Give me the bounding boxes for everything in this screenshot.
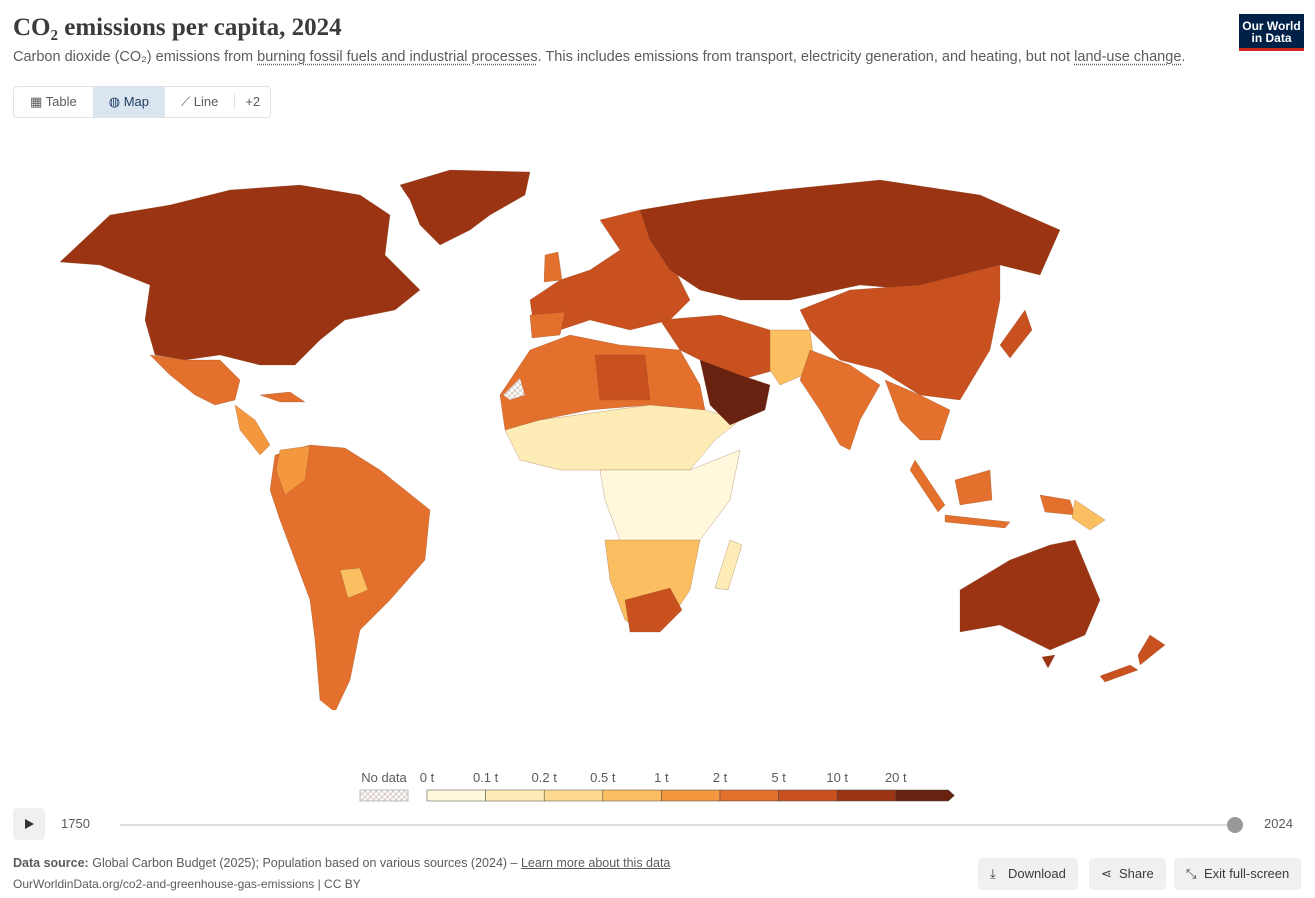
play-icon <box>25 819 34 829</box>
legend-swatch <box>895 789 955 802</box>
legend-tick-label: 0.5 t <box>590 770 616 785</box>
country[interactable] <box>339 567 369 599</box>
subtitle: Carbon dioxide (CO₂) emissions from burn… <box>13 49 1185 65</box>
country[interactable] <box>799 349 881 451</box>
title: CO₂ emissions per capita, 2024 <box>13 14 342 41</box>
country[interactable] <box>1071 499 1106 531</box>
legend-swatch <box>543 789 604 802</box>
subtitle-text: . <box>1181 49 1186 65</box>
data-source: Data source: Global Carbon Budget (2025)… <box>13 856 670 870</box>
world-map <box>59 169 1166 710</box>
share-button[interactable]: ⋖ Share <box>1089 858 1166 890</box>
tab-label: Line <box>193 94 219 109</box>
no-data-country[interactable] <box>502 377 526 401</box>
country[interactable] <box>624 587 683 633</box>
legend-swatch <box>836 789 897 802</box>
legend-tick-label: 0.1 t <box>473 770 499 785</box>
legend-no-data-label: No data <box>361 770 407 785</box>
play-button[interactable] <box>13 808 45 840</box>
download-button[interactable]: ⤓ Download <box>978 858 1078 890</box>
country[interactable] <box>504 404 741 471</box>
tab-more[interactable]: +2 <box>234 94 270 110</box>
subtitle-link[interactable]: land-use change <box>1074 49 1182 65</box>
country[interactable] <box>699 359 771 426</box>
logo[interactable]: Our World in Data <box>1239 14 1304 51</box>
country[interactable] <box>659 314 776 381</box>
timeline-end: 2024 <box>1264 816 1293 831</box>
tab-bar: ▦ Table ◍ Map ⟋ Line +2 <box>13 86 272 118</box>
button-label: Download <box>1008 866 1066 881</box>
country[interactable] <box>909 459 1076 529</box>
timeline: 1750 2024 <box>0 806 1315 842</box>
country[interactable] <box>959 539 1101 651</box>
legend-swatch <box>719 789 779 802</box>
country[interactable] <box>999 309 1033 359</box>
legend-tick-label: 10 t <box>826 770 848 785</box>
country[interactable] <box>594 354 651 401</box>
tab-active[interactable]: ◍ Map <box>92 87 166 117</box>
country[interactable] <box>399 169 531 246</box>
country[interactable] <box>529 209 691 336</box>
source-text: Global Carbon Budget (2025); Population … <box>92 856 521 870</box>
button-label: Share <box>1119 866 1154 881</box>
source-label: Data source: <box>13 856 89 870</box>
subtitle-text: . This includes emissions from transport… <box>537 49 1075 65</box>
country[interactable] <box>714 539 743 591</box>
legend-swatch <box>426 789 486 802</box>
legend-tick-label: 1 t <box>654 770 669 785</box>
legend-swatch <box>778 789 838 802</box>
tab[interactable]: ▦ Table <box>30 94 77 109</box>
country[interactable] <box>529 311 566 339</box>
logo-line: in Data <box>1251 31 1292 45</box>
tab-label: Map <box>123 94 150 109</box>
legend-tick-label: 2 t <box>713 770 728 785</box>
country[interactable] <box>884 379 951 441</box>
button-label: Exit full-screen <box>1204 866 1290 881</box>
legend-tick-label: 5 t <box>771 770 786 785</box>
country[interactable] <box>1041 654 1056 669</box>
timeline-start: 1750 <box>61 816 90 831</box>
country[interactable] <box>799 264 1001 401</box>
legend-swatch <box>661 789 721 802</box>
legend-swatch <box>485 789 545 802</box>
subtitle-text: Carbon dioxide (CO₂) emissions from <box>13 49 258 65</box>
tab-label: Table <box>45 94 77 109</box>
legend-swatch <box>602 789 662 802</box>
source-url: OurWorldinData.org/co2-and-greenhouse-ga… <box>13 877 361 891</box>
tab[interactable]: ⟋ Line <box>181 94 219 109</box>
logo-line: Our World <box>1242 19 1301 33</box>
country[interactable] <box>1099 634 1166 683</box>
legend-tick-label: 0.2 t <box>532 770 558 785</box>
timeline-track[interactable] <box>120 824 1235 826</box>
timeline-handle[interactable] <box>1227 817 1243 833</box>
legend-no-data-swatch <box>359 789 409 802</box>
country[interactable] <box>543 251 563 283</box>
legend: No data 0 t 0.1 t 0.2 t 0.5 t 1 t 2 t 5 t 10 t 2… <box>359 770 955 802</box>
subtitle-link[interactable]: burning fossil fuels and industrial proc… <box>257 49 538 65</box>
country[interactable] <box>234 404 271 456</box>
country[interactable] <box>259 391 306 403</box>
country[interactable] <box>149 354 241 406</box>
exit-fullscreen-button[interactable]: ⤡ Exit full-screen <box>1174 858 1302 890</box>
country[interactable] <box>59 184 421 366</box>
learn-more-link[interactable]: Learn more about this data <box>520 856 671 870</box>
legend-tick-label: 20 t <box>885 770 907 785</box>
country[interactable] <box>275 445 311 496</box>
legend-tick-label: 0 t <box>420 770 435 785</box>
